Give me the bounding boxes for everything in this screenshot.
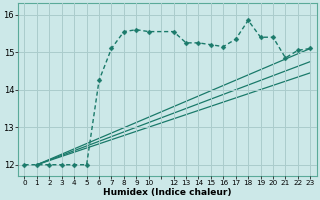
X-axis label: Humidex (Indice chaleur): Humidex (Indice chaleur): [103, 188, 232, 197]
